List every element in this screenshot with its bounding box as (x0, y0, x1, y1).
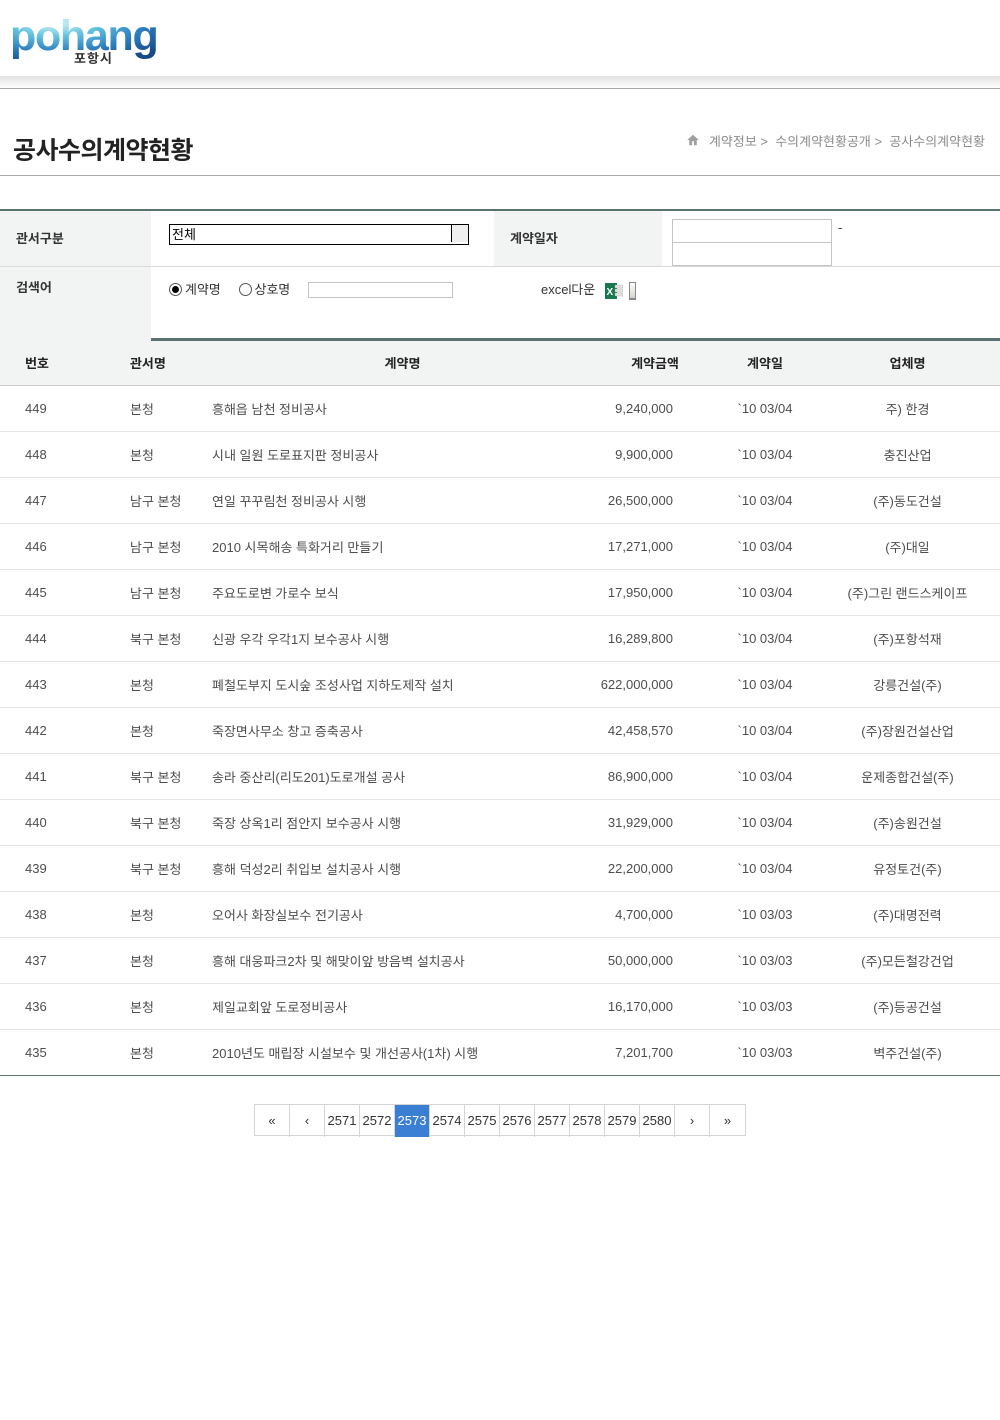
svg-text:포항시: 포항시 (74, 48, 113, 64)
svg-text:X: X (606, 287, 613, 298)
